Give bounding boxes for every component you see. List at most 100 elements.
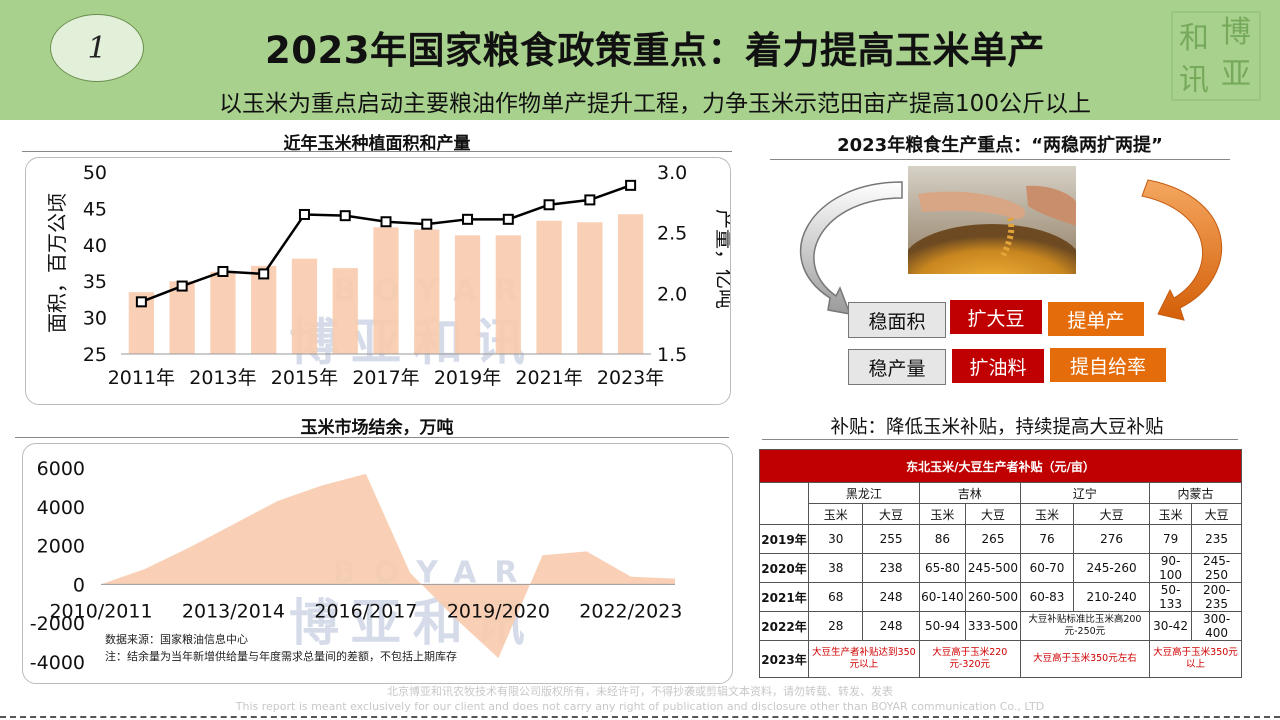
production-point bbox=[298, 208, 310, 220]
table-cell: 79 bbox=[1148, 524, 1193, 554]
area-bar bbox=[536, 220, 562, 354]
y-tick-label: 30 bbox=[83, 308, 107, 330]
area-bar bbox=[617, 214, 644, 354]
subsidy-table-title: 东北玉米/大豆生产者补贴（元/亩） bbox=[759, 449, 1242, 483]
note-cell: 大豆生产者补贴达到350元以上 bbox=[808, 640, 920, 678]
table-row: 2022年 28 248 50-94 333-500 大豆补贴标准比玉米高200… bbox=[759, 611, 1242, 641]
note-cell: 大豆高于玉米350元左右 bbox=[1019, 640, 1150, 678]
production-point bbox=[502, 213, 514, 225]
note-cell: 大豆高于玉米350元以上 bbox=[1148, 640, 1243, 678]
chart1-title-rule bbox=[22, 151, 732, 152]
year-cell: 2022年 bbox=[759, 611, 809, 641]
production-point bbox=[543, 199, 555, 211]
chart2-title-rule bbox=[15, 437, 729, 438]
page-subtitle: 以玉米为重点启动主要粮油作物单产提升工程，力争玉米示范田亩产提高100公斤以上 bbox=[219, 91, 1091, 117]
production-point bbox=[217, 265, 229, 277]
area-bar bbox=[169, 281, 195, 354]
region-header: 吉林 bbox=[918, 482, 1021, 504]
x-tick-label: 2022/2023 bbox=[579, 600, 682, 622]
area-bar bbox=[373, 227, 399, 354]
y2-axis-title: 产量，亿吨 bbox=[713, 209, 730, 309]
svg-text:和: 和 bbox=[1179, 21, 1209, 56]
table-cell: 248 bbox=[862, 582, 920, 612]
x-tick-label: 2013年 bbox=[189, 367, 256, 389]
note-cell: 大豆高于玉米220元-320元 bbox=[918, 640, 1021, 678]
crop-header: 大豆 bbox=[965, 503, 1021, 525]
x-tick-label: 2013/2014 bbox=[182, 600, 285, 622]
area-bar bbox=[210, 271, 236, 354]
production-point bbox=[339, 210, 351, 222]
footer-line-cn: 北京博亚和讯农牧技术有限公司版权所有，未经许可，不得抄袭或剪辑文本资料，请勿转载… bbox=[387, 685, 893, 698]
y-axis-title: 面积，百万公顷 bbox=[45, 193, 69, 333]
table-cell: 30-42 bbox=[1148, 611, 1193, 641]
area-bar bbox=[291, 258, 318, 354]
y-tick-label: 45 bbox=[83, 198, 107, 220]
area-bar bbox=[332, 268, 358, 354]
x-tick-label: 2021年 bbox=[515, 367, 582, 389]
production-point bbox=[584, 194, 596, 206]
x-tick-label: 2011年 bbox=[108, 367, 175, 389]
data-source-note: 数据来源：国家粮油信息中心 bbox=[105, 632, 248, 646]
area-bar bbox=[577, 222, 603, 354]
table-cell: 276 bbox=[1073, 524, 1150, 554]
expand-soybean-box: 扩大豆 bbox=[950, 300, 1042, 334]
y2-tick-label: 1.5 bbox=[657, 344, 687, 366]
table-cell: 255 bbox=[862, 524, 920, 554]
table-cell: 200-235 bbox=[1191, 582, 1242, 612]
y-tick-label: 35 bbox=[83, 271, 107, 293]
year-cell: 2021年 bbox=[759, 582, 809, 612]
year-cell: 2019年 bbox=[759, 524, 809, 554]
table-cell: 235 bbox=[1191, 524, 1242, 554]
area-bar bbox=[251, 265, 277, 354]
area-bar bbox=[495, 235, 521, 354]
y-tick-label: 4000 bbox=[37, 497, 85, 519]
table-cell: 86 bbox=[918, 524, 967, 554]
table-row: 2020年 38 238 65-80 245-500 60-70 245-260… bbox=[759, 553, 1242, 583]
table-row: 2021年 68 248 60-140 260-500 60-83 210-24… bbox=[759, 582, 1242, 612]
table-cell: 245-500 bbox=[965, 553, 1021, 583]
crop-header: 玉米 bbox=[918, 503, 967, 525]
y-tick-label: 50 bbox=[83, 162, 107, 184]
crop-header: 玉米 bbox=[1148, 503, 1193, 525]
expand-oilseed-box: 扩油料 bbox=[952, 349, 1044, 383]
crop-header: 玉米 bbox=[807, 503, 864, 525]
table-cell: 265 bbox=[965, 524, 1021, 554]
watermark-brand-cn: 博亚和讯 bbox=[289, 314, 537, 372]
y2-tick-label: 3.0 bbox=[657, 162, 687, 184]
page-title: 2023年国家粮食政策重点：着力提高玉米单产 bbox=[265, 29, 1045, 72]
stable-output-box: 稳产量 bbox=[848, 349, 946, 385]
stable-area-box: 稳面积 bbox=[848, 302, 946, 338]
y2-tick-label: 2.0 bbox=[657, 283, 687, 305]
table-cell: 90-100 bbox=[1148, 553, 1193, 583]
footnote: 注：结余量为当年新增供给量与年度需求总量间的差额，不包括上期库存 bbox=[105, 649, 457, 663]
production-point bbox=[421, 218, 433, 230]
region-header: 内蒙古 bbox=[1148, 482, 1243, 504]
x-tick-label: 2023年 bbox=[597, 367, 664, 389]
crop-header: 大豆 bbox=[1073, 503, 1150, 525]
area-yield-chart: BOYAR博亚和讯2530354045501.52.02.53.02011年20… bbox=[45, 162, 737, 389]
boyar-logo-seal: 和 博 讯 亚 bbox=[1171, 11, 1261, 101]
subsidy-table: 东北玉米/大豆生产者补贴（元/亩） 黑龙江 吉林 辽宁 内蒙古 玉米 大豆 玉米… bbox=[759, 449, 1243, 678]
table-corner-cell bbox=[759, 482, 809, 525]
production-point bbox=[462, 213, 474, 225]
y-tick-label: -2000 bbox=[30, 613, 85, 635]
production-point bbox=[135, 296, 147, 308]
y-tick-label: 2000 bbox=[37, 536, 85, 558]
table-cell: 65-80 bbox=[918, 553, 967, 583]
production-point bbox=[258, 268, 270, 280]
svg-text:讯: 讯 bbox=[1179, 63, 1209, 98]
y-tick-label: 0 bbox=[73, 574, 85, 596]
y-tick-label: 40 bbox=[83, 235, 107, 257]
table-cell: 30 bbox=[807, 524, 864, 554]
y-tick-label: -4000 bbox=[30, 652, 85, 674]
balance-area bbox=[101, 473, 675, 659]
x-tick-label: 2010/2011 bbox=[49, 600, 152, 622]
production-focus-title: 2023年粮食生产重点：“两稳两扩两提” bbox=[837, 135, 1163, 156]
table-cell: 238 bbox=[862, 553, 920, 583]
table-cell: 248 bbox=[862, 611, 920, 641]
x-tick-label: 2019年 bbox=[434, 367, 501, 389]
crop-header: 大豆 bbox=[862, 503, 920, 525]
region-header: 黑龙江 bbox=[808, 482, 920, 504]
area-yield-chart-panel: BOYAR博亚和讯2530354045501.52.02.53.02011年20… bbox=[25, 157, 737, 405]
year-cell: 2020年 bbox=[759, 553, 809, 583]
